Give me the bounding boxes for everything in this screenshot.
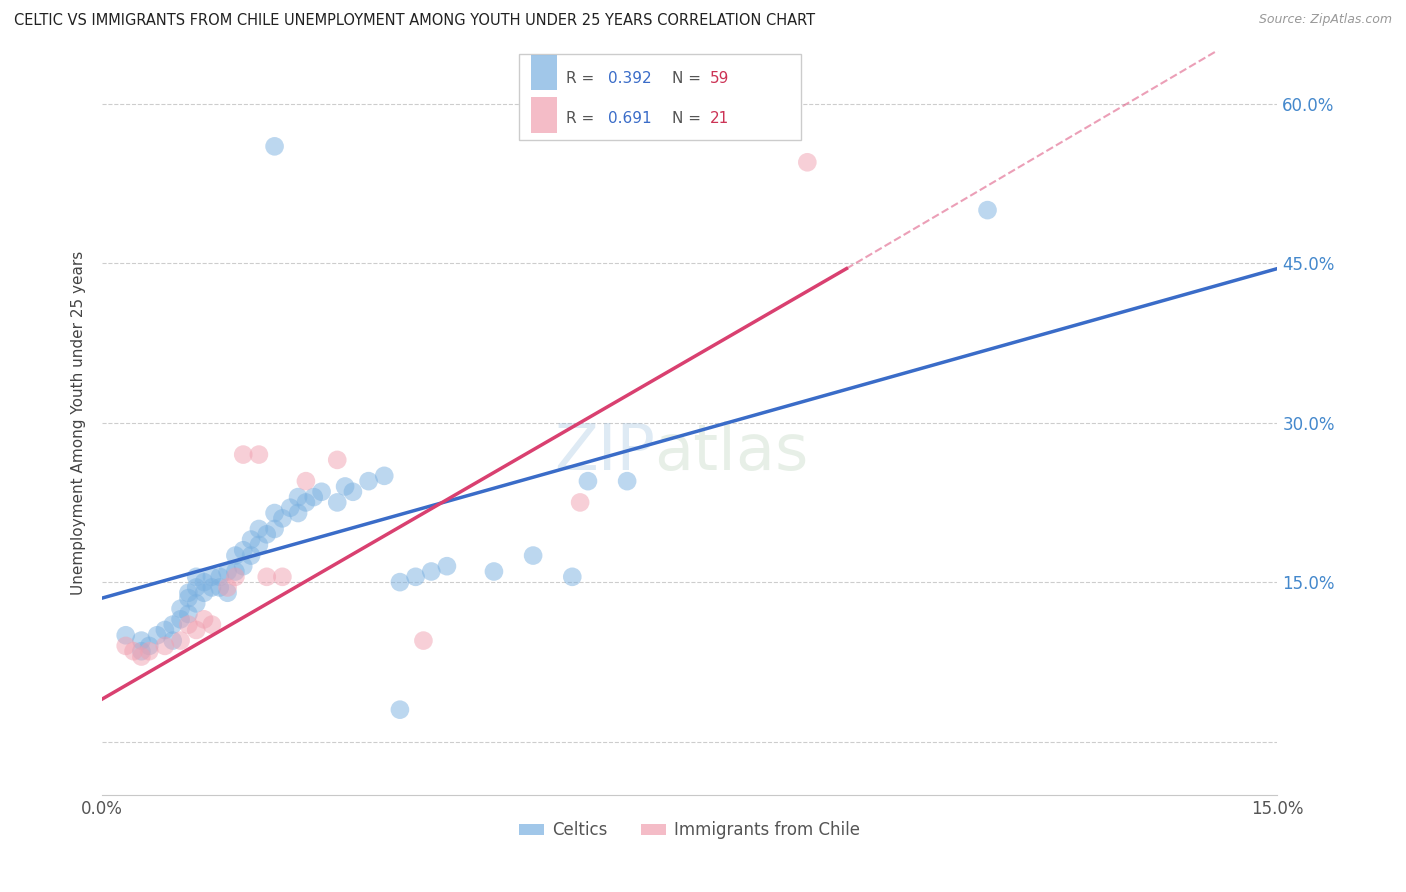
Point — [169, 612, 191, 626]
Point — [240, 549, 263, 563]
Point — [405, 570, 427, 584]
Point — [357, 474, 380, 488]
Point — [263, 522, 285, 536]
Point — [138, 639, 160, 653]
Point — [522, 549, 544, 563]
Point — [436, 559, 458, 574]
Point — [177, 607, 200, 621]
Point — [201, 581, 224, 595]
Point — [162, 633, 184, 648]
Point — [271, 511, 294, 525]
Point — [122, 644, 145, 658]
Point — [232, 559, 254, 574]
Point — [295, 495, 318, 509]
Point — [240, 533, 263, 547]
Point — [186, 623, 208, 637]
Point — [232, 543, 254, 558]
Point — [263, 506, 285, 520]
Y-axis label: Unemployment Among Youth under 25 years: Unemployment Among Youth under 25 years — [72, 251, 86, 595]
Point — [482, 565, 505, 579]
Point — [193, 575, 215, 590]
Point — [224, 565, 246, 579]
Point — [256, 527, 278, 541]
Text: 59: 59 — [710, 70, 730, 86]
Point — [153, 639, 176, 653]
Point — [169, 601, 191, 615]
Point — [186, 570, 208, 584]
Point — [388, 703, 411, 717]
Point — [232, 448, 254, 462]
Point — [114, 628, 136, 642]
Point — [263, 139, 285, 153]
Point — [326, 495, 349, 509]
Point — [373, 468, 395, 483]
Point — [186, 581, 208, 595]
Text: CELTIC VS IMMIGRANTS FROM CHILE UNEMPLOYMENT AMONG YOUTH UNDER 25 YEARS CORRELAT: CELTIC VS IMMIGRANTS FROM CHILE UNEMPLOY… — [14, 13, 815, 29]
Point — [311, 484, 333, 499]
Point — [287, 506, 309, 520]
Text: Source: ZipAtlas.com: Source: ZipAtlas.com — [1258, 13, 1392, 27]
Point — [247, 538, 270, 552]
Text: 0.691: 0.691 — [607, 112, 651, 126]
Point — [569, 495, 592, 509]
Point — [295, 474, 318, 488]
Text: N =: N = — [672, 112, 706, 126]
Text: 21: 21 — [710, 112, 730, 126]
Text: R =: R = — [567, 70, 599, 86]
Point — [326, 453, 349, 467]
Point — [247, 522, 270, 536]
Point — [146, 628, 169, 642]
Point — [177, 591, 200, 605]
Point — [224, 570, 246, 584]
Point — [420, 565, 443, 579]
Point — [162, 617, 184, 632]
Point — [153, 623, 176, 637]
Point — [217, 565, 239, 579]
Point — [131, 633, 153, 648]
Point — [138, 644, 160, 658]
Point — [616, 474, 638, 488]
Point — [388, 575, 411, 590]
Point — [278, 500, 301, 515]
Point — [201, 617, 224, 632]
Point — [193, 586, 215, 600]
Point — [217, 586, 239, 600]
Point — [224, 549, 246, 563]
Point — [114, 639, 136, 653]
Point — [333, 479, 356, 493]
Legend: Celtics, Immigrants from Chile: Celtics, Immigrants from Chile — [512, 814, 868, 846]
Point — [169, 633, 191, 648]
FancyBboxPatch shape — [519, 54, 801, 140]
Point — [131, 649, 153, 664]
Point — [342, 484, 364, 499]
Point — [796, 155, 818, 169]
Text: 0.392: 0.392 — [607, 70, 651, 86]
Point — [271, 570, 294, 584]
Point — [576, 474, 599, 488]
Point — [247, 448, 270, 462]
Text: R =: R = — [567, 112, 599, 126]
Point — [208, 581, 231, 595]
Text: N =: N = — [672, 70, 706, 86]
Bar — [531, 54, 557, 90]
Point — [412, 633, 434, 648]
Point — [131, 644, 153, 658]
Point — [177, 586, 200, 600]
Point — [177, 617, 200, 632]
Point — [193, 612, 215, 626]
Point — [976, 203, 998, 218]
Point — [561, 570, 583, 584]
Point — [201, 570, 224, 584]
Text: atlas: atlas — [655, 421, 808, 483]
Point — [208, 570, 231, 584]
Point — [186, 596, 208, 610]
Point — [287, 490, 309, 504]
Text: ZIP: ZIP — [554, 421, 655, 483]
Bar — [531, 97, 557, 133]
Point — [256, 570, 278, 584]
Point — [302, 490, 325, 504]
Point — [217, 581, 239, 595]
